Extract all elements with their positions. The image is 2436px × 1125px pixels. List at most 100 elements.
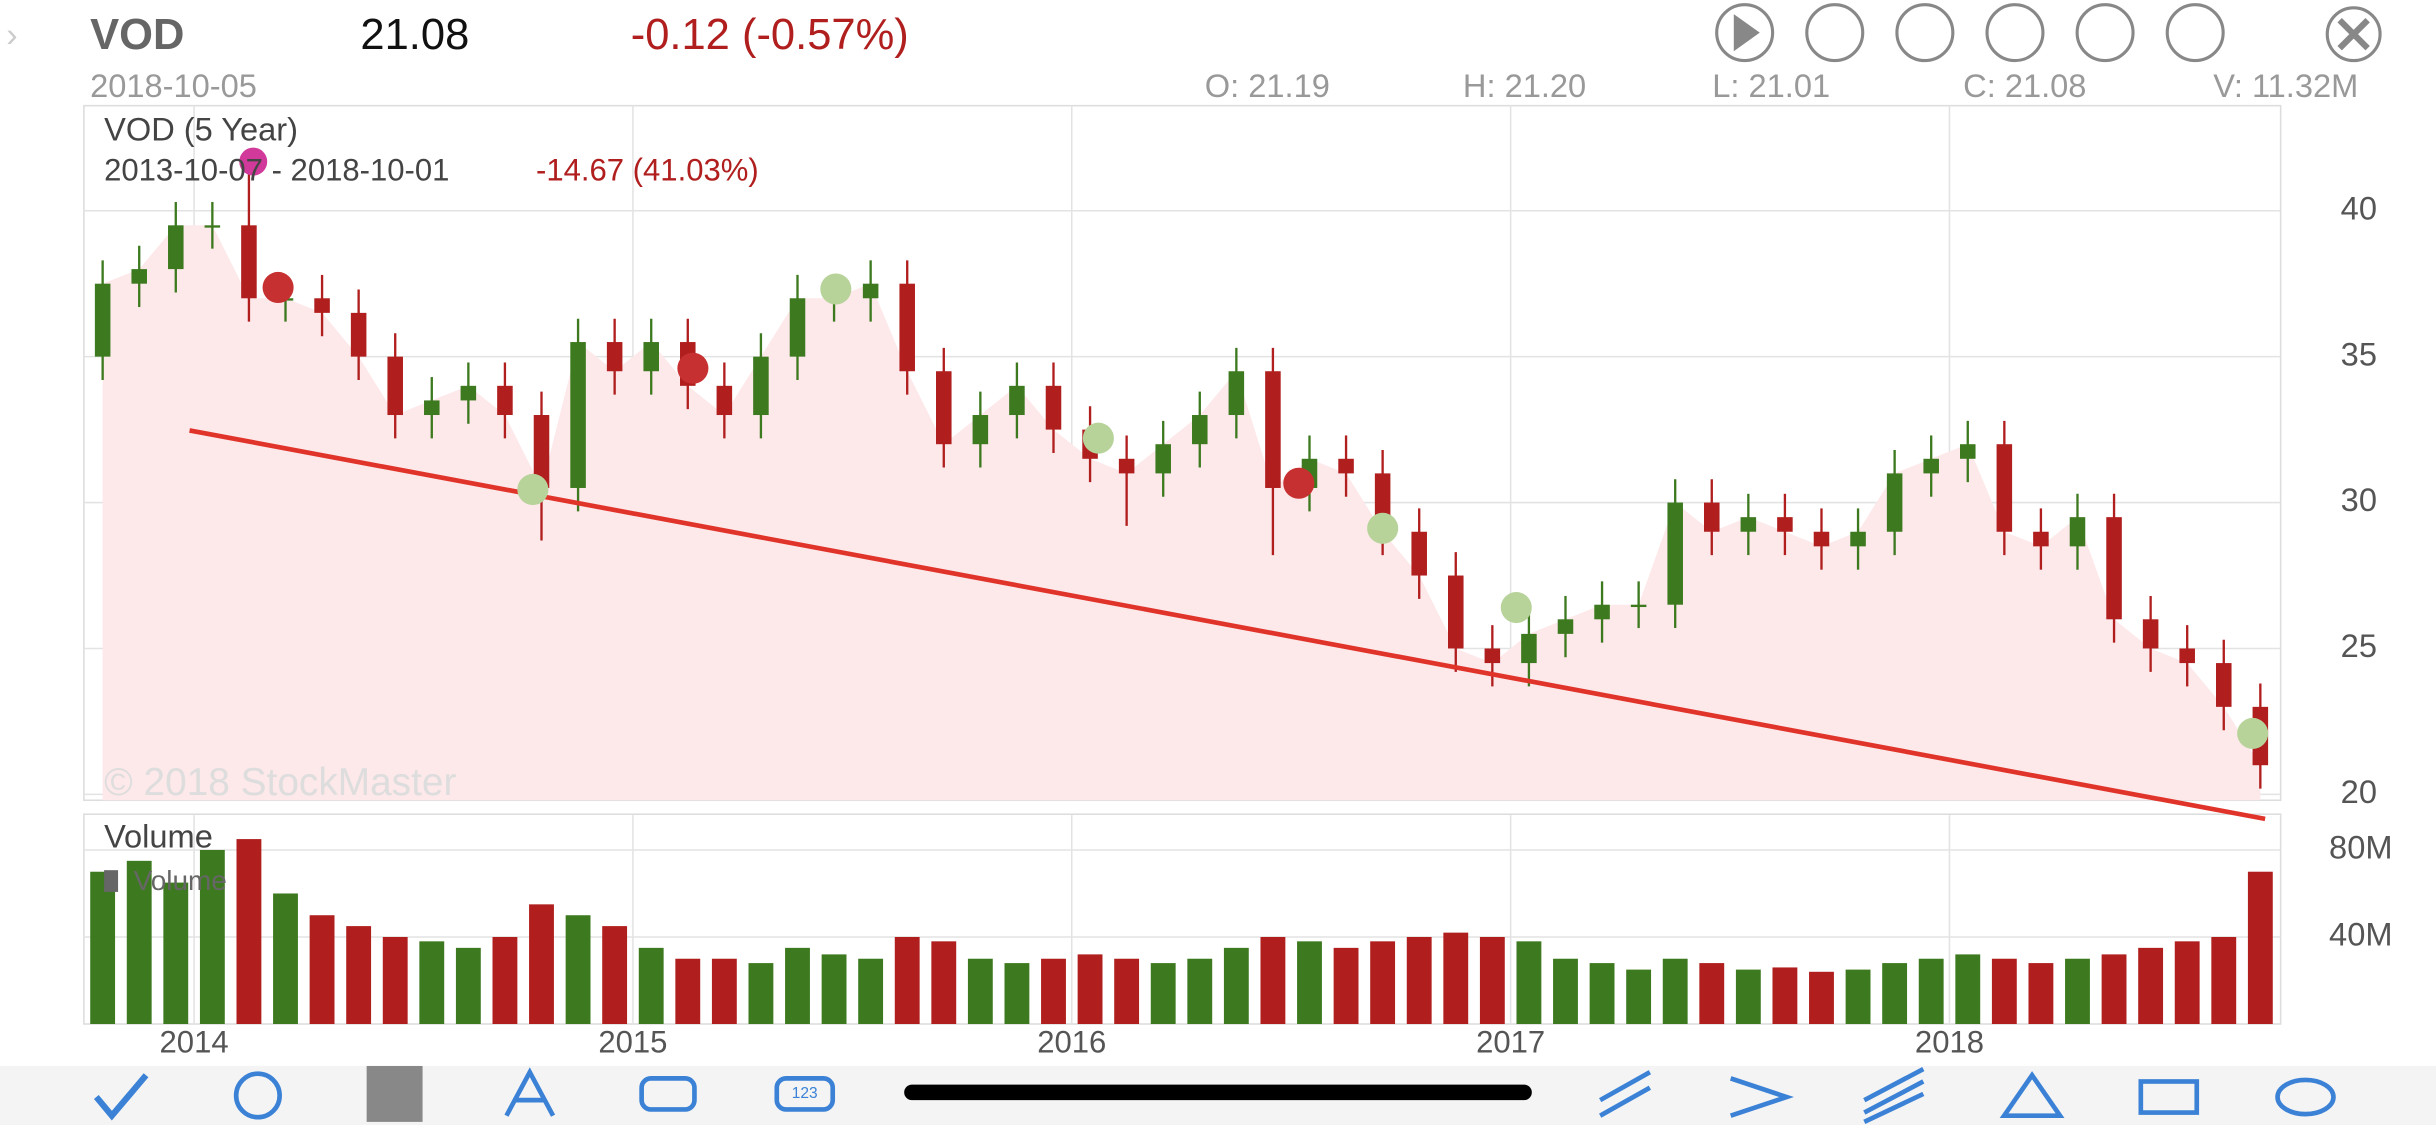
candle-body xyxy=(1155,444,1171,474)
back-chevron[interactable]: › xyxy=(6,16,17,54)
volume-bar xyxy=(1516,941,1542,1024)
volume-bar xyxy=(1845,969,1871,1024)
volume-bar xyxy=(748,963,774,1024)
candle-body xyxy=(716,385,733,416)
y-tick-label: 30 xyxy=(2341,481,2377,518)
volume-bar xyxy=(894,936,920,1024)
home-indicator xyxy=(904,1084,1532,1101)
fullscreen-button[interactable] xyxy=(1985,3,2045,63)
candle-body xyxy=(1118,458,1135,474)
candle-body xyxy=(1484,648,1501,664)
marks xyxy=(90,166,2273,1024)
chart-title: VOD (5 Year) xyxy=(104,111,298,148)
volume-bar xyxy=(419,941,445,1024)
x-tick-label: 2018 xyxy=(1915,1024,1984,1059)
volume: V: 11.32M xyxy=(2213,67,2358,104)
volume-bar xyxy=(858,958,884,1024)
candle-body xyxy=(1338,458,1354,474)
volume-bar xyxy=(1187,958,1213,1024)
x-tick-label: 2015 xyxy=(598,1024,667,1059)
channel-tool[interactable] xyxy=(1599,1070,1652,1118)
volume-bar xyxy=(1150,963,1176,1024)
candle-body xyxy=(1192,415,1208,445)
candle-body xyxy=(972,415,989,445)
volume-bar xyxy=(1699,963,1725,1024)
volume-title: Volume xyxy=(104,818,213,855)
watermark: © 2018 StockMaster xyxy=(104,761,456,804)
buy-marker xyxy=(2237,717,2269,749)
volume-bar xyxy=(821,954,847,1024)
volume-bar xyxy=(1589,963,1615,1024)
candle-body xyxy=(1777,517,1793,532)
volume-bar xyxy=(1260,936,1286,1024)
text-tool[interactable] xyxy=(504,1067,556,1117)
sell-marker xyxy=(677,352,709,384)
settings-button[interactable] xyxy=(2165,3,2225,63)
y-tick-label: 25 xyxy=(2341,627,2377,664)
play-button[interactable] xyxy=(1715,3,1775,63)
volume-bar xyxy=(2138,947,2164,1024)
volume-bar xyxy=(163,882,189,1024)
volume-bar xyxy=(492,936,518,1024)
volume-bar xyxy=(1991,958,2017,1024)
symbol: VOD xyxy=(90,11,184,59)
candle-body xyxy=(606,342,623,372)
low: L: 21.01 xyxy=(1712,67,1830,104)
top-icons xyxy=(1715,3,2382,63)
ellipse-tool[interactable] xyxy=(2275,1077,2336,1117)
callout-tool[interactable] xyxy=(639,1076,697,1112)
candle-body xyxy=(168,225,184,270)
candle-body xyxy=(424,400,440,416)
volume-bar xyxy=(529,904,554,1024)
check-tool[interactable] xyxy=(93,1073,149,1121)
volume-bar xyxy=(309,915,335,1024)
candle-body xyxy=(1009,385,1025,416)
volume-bar xyxy=(236,839,262,1024)
candle-body xyxy=(314,298,330,313)
rectangle-tool[interactable] xyxy=(2138,1079,2200,1115)
x-tick-label: 2016 xyxy=(1037,1024,1106,1059)
close-button[interactable] xyxy=(2325,6,2382,63)
volume-bar xyxy=(2174,941,2200,1024)
volume-bar xyxy=(382,936,408,1024)
volume-bar xyxy=(1735,969,1761,1024)
chart-type-button[interactable] xyxy=(2075,3,2135,63)
volume-bar xyxy=(785,947,810,1024)
candle-body xyxy=(1521,633,1537,664)
fib-tool[interactable] xyxy=(1863,1066,1925,1124)
volume-bar xyxy=(1772,967,1798,1024)
volume-bar xyxy=(1333,947,1359,1024)
toolbar-icons xyxy=(93,1065,2336,1124)
candle-body xyxy=(1996,444,2013,532)
volume-bar xyxy=(455,947,481,1024)
candle-body xyxy=(2106,517,2122,620)
candle-body xyxy=(1045,385,1062,430)
number-tool[interactable] xyxy=(774,1076,836,1112)
candle-body xyxy=(1228,371,1245,416)
volume-bar xyxy=(675,958,701,1024)
indicator-button[interactable] xyxy=(1805,3,1865,63)
candle-body xyxy=(2142,619,2159,649)
volume-bar xyxy=(273,893,298,1024)
candle-body xyxy=(204,225,221,228)
candle-body xyxy=(350,312,367,357)
triangle-tool[interactable] xyxy=(1999,1071,2065,1119)
price: 21.08 xyxy=(360,11,469,59)
buy-marker xyxy=(820,273,852,305)
volume-bar xyxy=(1662,958,1688,1024)
buy-marker xyxy=(1082,422,1114,454)
x-tick-label: 2017 xyxy=(1476,1024,1545,1059)
select-tool[interactable] xyxy=(366,1065,423,1122)
buy-marker xyxy=(517,473,549,506)
image-button[interactable] xyxy=(1895,3,1955,63)
candle-body xyxy=(789,298,806,357)
cancel-tool[interactable] xyxy=(233,1071,282,1120)
chart-subtitle: 2013-10-07 - 2018-10-01 xyxy=(104,153,449,188)
candle-body xyxy=(899,283,915,372)
fan-tool[interactable] xyxy=(1729,1076,1794,1118)
candle-body xyxy=(1411,531,1427,576)
candle-body xyxy=(936,371,952,445)
volume-bar xyxy=(199,849,225,1024)
